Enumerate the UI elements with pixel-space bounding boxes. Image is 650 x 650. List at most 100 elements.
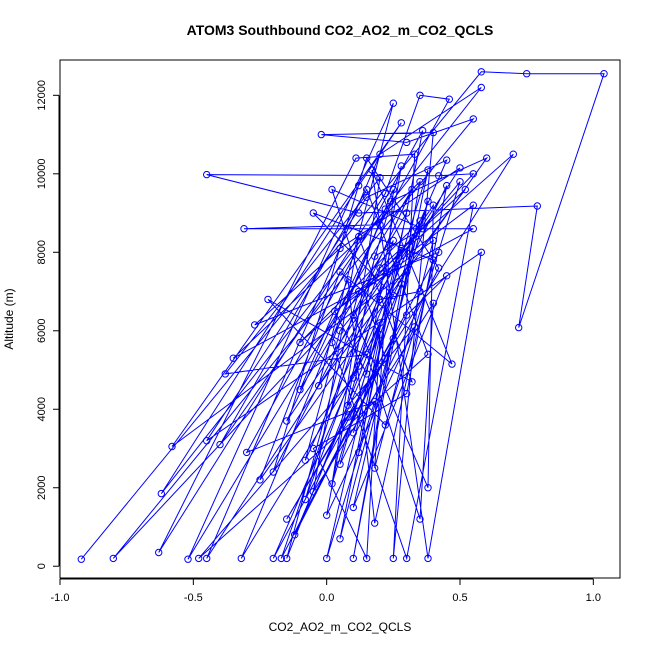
data-point	[344, 276, 352, 284]
data-point	[371, 397, 379, 406]
data-point	[429, 128, 437, 137]
data-point	[389, 334, 397, 343]
data-point	[336, 460, 344, 468]
data-point	[355, 209, 363, 217]
data-point	[469, 170, 477, 178]
data-point	[424, 350, 432, 358]
data-point	[376, 319, 384, 327]
data-point	[424, 166, 432, 174]
x-tick-label: 0.5	[452, 592, 467, 604]
x-axis-label: CO2_AO2_m_CO2_QCLS	[269, 620, 412, 634]
data-point	[381, 205, 389, 213]
data-point	[296, 385, 304, 394]
data-point	[411, 323, 419, 331]
data-point	[448, 360, 456, 368]
data-point	[240, 225, 248, 233]
data-point	[376, 295, 384, 304]
data-point	[251, 321, 259, 329]
data-point	[403, 138, 411, 147]
data-point	[445, 95, 453, 103]
y-axis-label: Altitude (m)	[2, 288, 16, 349]
data-point	[483, 154, 491, 162]
data-point	[328, 480, 336, 488]
data-point	[323, 511, 331, 519]
data-point	[349, 311, 357, 319]
data-point	[469, 115, 477, 123]
data-point	[397, 280, 405, 288]
data-point	[416, 91, 424, 100]
data-point	[328, 185, 336, 194]
data-point	[317, 130, 325, 139]
data-point	[523, 70, 531, 78]
data-point	[277, 554, 285, 563]
data-point	[283, 515, 291, 523]
data-point	[429, 236, 437, 245]
data-point	[424, 197, 432, 206]
data-point	[229, 354, 238, 362]
data-point	[363, 193, 371, 202]
data-point	[237, 554, 246, 563]
data-point	[363, 370, 371, 378]
data-point	[336, 327, 344, 335]
data-point	[355, 448, 363, 457]
data-point	[435, 248, 443, 257]
x-axis: -1.0 -0.5 0.0 0.5 1.0	[51, 578, 601, 604]
data-point	[269, 554, 277, 563]
data-point	[349, 554, 357, 563]
data-point	[371, 252, 379, 260]
data-point	[269, 468, 277, 476]
data-point	[309, 209, 317, 217]
data-point	[264, 295, 272, 304]
data-point	[435, 264, 443, 272]
data-point	[381, 189, 389, 198]
data-point	[376, 174, 384, 182]
data-point	[363, 554, 371, 563]
data-point	[403, 389, 411, 398]
data-point	[283, 554, 291, 563]
data-point	[403, 268, 411, 276]
data-point	[416, 287, 424, 296]
data-point	[403, 209, 411, 217]
data-point	[371, 464, 379, 472]
data-point	[309, 488, 317, 496]
data-point	[344, 401, 352, 409]
data-point	[256, 476, 264, 484]
y-tick-label: 6000	[36, 319, 48, 343]
data-point	[424, 554, 432, 563]
data-point	[184, 555, 192, 563]
data-point	[461, 185, 469, 194]
data-point	[355, 181, 363, 190]
data-point	[477, 83, 485, 92]
data-point	[419, 225, 427, 233]
data-point	[397, 162, 405, 170]
data-point	[429, 256, 437, 264]
data-point	[157, 489, 166, 498]
data-point	[389, 554, 397, 563]
data-point	[363, 350, 371, 358]
data-point	[283, 417, 291, 425]
data-point	[408, 378, 416, 386]
data-point	[443, 156, 451, 164]
data-point	[331, 307, 339, 315]
data-point	[477, 248, 485, 257]
plot-frame	[59, 59, 621, 579]
data-point	[301, 456, 309, 464]
data-point	[600, 70, 608, 78]
data-point	[195, 554, 203, 563]
data-point	[376, 331, 384, 339]
data-point	[77, 555, 86, 563]
data-point	[315, 382, 323, 390]
data-point	[389, 236, 397, 245]
data-point	[296, 338, 304, 347]
data-point	[363, 185, 371, 194]
data-point	[515, 323, 523, 332]
data-point	[349, 374, 357, 382]
data-point	[403, 554, 411, 563]
x-tick-label: -1.0	[51, 592, 70, 604]
data-point	[381, 354, 389, 362]
data-point	[411, 150, 419, 158]
data-point	[397, 119, 405, 127]
data-point	[363, 154, 371, 162]
y-tick-label: 10000	[36, 159, 48, 190]
